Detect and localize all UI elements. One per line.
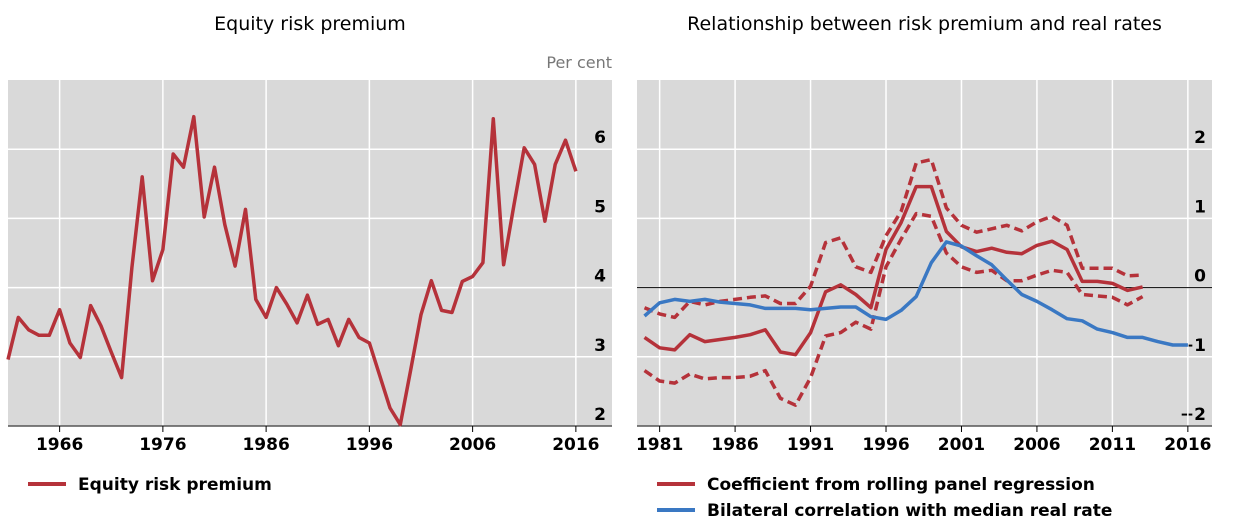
x-tick-label: 2006	[449, 435, 496, 455]
y-tick-label: 2	[594, 405, 606, 425]
legend-label: Coefficient from rolling panel regressio…	[707, 475, 1095, 495]
x-tick-label: 1986	[711, 435, 758, 455]
legend-label: Bilateral correlation with median real r…	[707, 501, 1112, 518]
plot-area	[637, 80, 1212, 426]
data-line	[643, 240, 1188, 347]
x-tick-label: 1966	[36, 435, 83, 455]
x-tick-label: 1986	[242, 435, 289, 455]
y-tick-label: −1	[1180, 336, 1206, 356]
x-tick-label: 2016	[1164, 435, 1211, 455]
data-line	[643, 157, 1143, 320]
x-tick-label: 1996	[346, 435, 393, 455]
y-tick-label: 2	[1194, 128, 1206, 148]
y-tick-label: 0	[1194, 267, 1206, 287]
x-tick-label: 2001	[938, 435, 985, 455]
y-tick-label: 6	[594, 128, 606, 148]
legend-label: Equity risk premium	[78, 475, 272, 495]
x-tick-label: 2016	[552, 435, 599, 455]
x-tick-label: 1976	[139, 435, 186, 455]
chart-title: Equity risk premium	[214, 13, 406, 35]
y-tick-label: 1	[1194, 197, 1206, 217]
data-line	[643, 184, 1143, 357]
x-tick-label: 1991	[787, 435, 834, 455]
data-line	[6, 114, 578, 427]
chart-title: Relationship between risk premium and re…	[687, 13, 1162, 35]
y-tick-label: 3	[594, 336, 606, 356]
plot-area	[8, 80, 612, 426]
unit-label: Per cent	[546, 53, 612, 72]
y-tick-label: 4	[594, 267, 606, 287]
y-tick-label: 5	[594, 197, 606, 217]
data-line	[643, 211, 1144, 407]
x-tick-label: 1996	[862, 435, 909, 455]
y-tick-label: −2	[1180, 405, 1206, 425]
x-tick-label: 2011	[1089, 435, 1136, 455]
x-tick-label: 2006	[1013, 435, 1060, 455]
x-tick-label: 1981	[636, 435, 683, 455]
